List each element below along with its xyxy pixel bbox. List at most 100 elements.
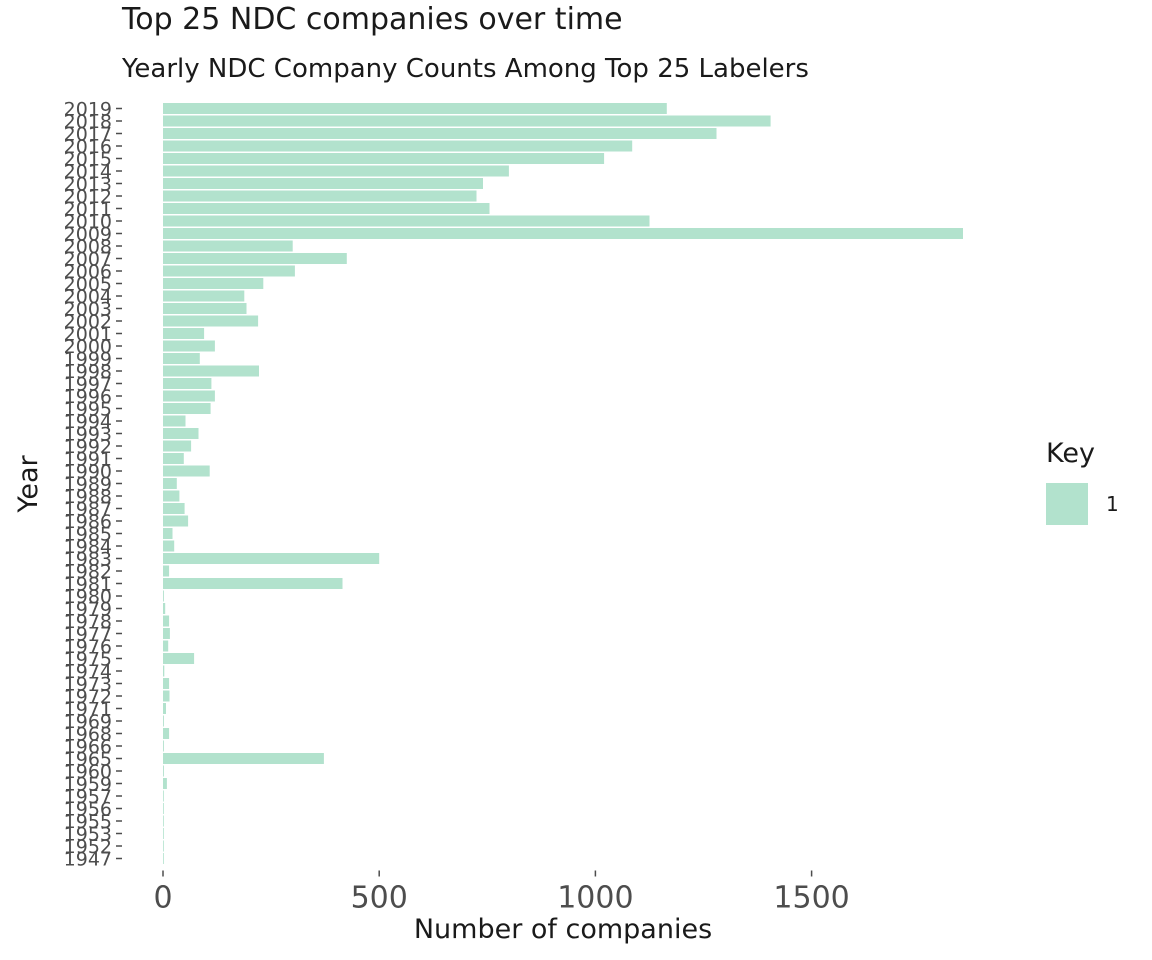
y-tick-label-2002: 2002 bbox=[64, 311, 112, 333]
chart-subtitle: Yearly NDC Company Counts Among Top 25 L… bbox=[122, 54, 809, 84]
y-tick-label-1998: 1998 bbox=[64, 361, 112, 383]
x-axis-title: Number of companies bbox=[414, 914, 712, 945]
y-tick-label-2007: 2007 bbox=[64, 249, 112, 271]
bar-2017 bbox=[163, 128, 717, 139]
y-tick-label-1960: 1960 bbox=[64, 761, 112, 783]
bar-1969 bbox=[163, 715, 164, 727]
y-tick-label-2013: 2013 bbox=[64, 174, 112, 196]
bar-2001 bbox=[163, 328, 205, 339]
y-tick-label-1971: 1971 bbox=[64, 699, 112, 721]
y-tick-label-1984: 1984 bbox=[64, 536, 112, 558]
bar-1988 bbox=[163, 490, 180, 502]
y-tick-label-1976: 1976 bbox=[64, 636, 112, 658]
bar-1977 bbox=[163, 628, 170, 639]
y-tick-label-1952: 1952 bbox=[64, 836, 112, 858]
y-tick-label-1992: 1992 bbox=[64, 436, 112, 458]
y-tick-label-1955: 1955 bbox=[64, 811, 112, 833]
y-tick-label-1997: 1997 bbox=[64, 374, 112, 396]
bar-1971 bbox=[163, 703, 166, 714]
y-tick-label-2011: 2011 bbox=[64, 199, 112, 221]
y-tick-label-1989: 1989 bbox=[64, 474, 112, 496]
y-tick-label-2017: 2017 bbox=[64, 124, 112, 146]
y-tick-label-1999: 1999 bbox=[64, 349, 112, 371]
x-axis-ticks: 0 500 1000 1500 bbox=[153, 870, 850, 916]
bar-1952 bbox=[163, 840, 164, 852]
bar-1968 bbox=[163, 728, 170, 739]
y-tick-label-1993: 1993 bbox=[64, 424, 112, 446]
y-tick-label-1981: 1981 bbox=[64, 574, 112, 596]
y-tick-label-1969: 1969 bbox=[64, 711, 112, 733]
bar-1996 bbox=[163, 390, 215, 402]
y-tick-label-1968: 1968 bbox=[64, 724, 112, 746]
y-tick-label-1985: 1985 bbox=[64, 524, 112, 546]
bar-2012 bbox=[163, 190, 477, 202]
x-tick-label-1500: 1500 bbox=[773, 881, 849, 916]
bar-1957 bbox=[163, 790, 164, 802]
bar-2010 bbox=[163, 215, 650, 227]
legend-title: Key bbox=[1046, 438, 1095, 469]
bar-1965 bbox=[163, 753, 324, 764]
y-tick-label-2000: 2000 bbox=[64, 336, 112, 358]
bar-2004 bbox=[163, 290, 245, 302]
bar-2009 bbox=[163, 228, 963, 239]
y-tick-label-1956: 1956 bbox=[64, 799, 112, 821]
bar-1959 bbox=[163, 778, 167, 789]
bar-1992 bbox=[163, 440, 192, 452]
y-tick-label-1974: 1974 bbox=[64, 661, 112, 683]
bar-1984 bbox=[163, 540, 175, 552]
y-tick-label-2010: 2010 bbox=[64, 211, 112, 233]
y-tick-label-1959: 1959 bbox=[64, 774, 112, 796]
y-tick-label-1972: 1972 bbox=[64, 686, 112, 708]
y-tick-label-2005: 2005 bbox=[64, 274, 112, 296]
bar-2007 bbox=[163, 253, 347, 264]
y-tick-label-1947: 1947 bbox=[64, 849, 112, 871]
y-tick-label-1988: 1988 bbox=[64, 486, 112, 508]
bar-1983 bbox=[163, 553, 380, 564]
bar-2011 bbox=[163, 203, 490, 214]
y-tick-label-2008: 2008 bbox=[64, 236, 112, 258]
y-tick-label-2015: 2015 bbox=[64, 149, 112, 171]
y-tick-label-2003: 2003 bbox=[64, 299, 112, 321]
bar-1976 bbox=[163, 640, 169, 652]
bar-2016 bbox=[163, 140, 633, 152]
bar-1955 bbox=[163, 815, 164, 827]
y-tick-label-1953: 1953 bbox=[64, 824, 112, 846]
x-tick-label-0: 0 bbox=[153, 881, 172, 916]
y-tick-label-1986: 1986 bbox=[64, 511, 112, 533]
bar-1982 bbox=[163, 565, 170, 577]
y-tick-label-1979: 1979 bbox=[64, 599, 112, 621]
bar-1978 bbox=[163, 615, 170, 627]
y-tick-label-1980: 1980 bbox=[64, 586, 112, 608]
bar-1974 bbox=[163, 665, 165, 677]
legend-label: 1 bbox=[1106, 492, 1119, 516]
y-tick-label-1965: 1965 bbox=[64, 749, 112, 771]
bar-1998 bbox=[163, 365, 259, 377]
bar-1989 bbox=[163, 478, 177, 489]
bar-1972 bbox=[163, 690, 170, 702]
bar-1947 bbox=[163, 853, 164, 864]
bar-2019 bbox=[163, 103, 667, 114]
y-tick-label-2014: 2014 bbox=[64, 161, 112, 183]
y-tick-label-2009: 2009 bbox=[64, 224, 112, 246]
y-tick-label-1957: 1957 bbox=[64, 786, 112, 808]
y-tick-label-1966: 1966 bbox=[64, 736, 112, 758]
bar-2003 bbox=[163, 303, 247, 314]
y-tick-label-1996: 1996 bbox=[64, 386, 112, 408]
y-tick-label-1982: 1982 bbox=[64, 561, 112, 583]
bar-2005 bbox=[163, 278, 264, 289]
y-tick-label-2006: 2006 bbox=[64, 261, 112, 283]
y-tick-label-2004: 2004 bbox=[64, 286, 112, 308]
y-tick-label-1973: 1973 bbox=[64, 674, 112, 696]
bar-2015 bbox=[163, 153, 605, 164]
y-tick-label-1975: 1975 bbox=[64, 649, 112, 671]
bar-1995 bbox=[163, 403, 211, 414]
bar-2008 bbox=[163, 240, 293, 252]
legend-entry: 1 bbox=[1046, 483, 1119, 525]
bar-2000 bbox=[163, 340, 215, 352]
bar-1985 bbox=[163, 528, 173, 539]
y-tick-label-1983: 1983 bbox=[64, 549, 112, 571]
bar-1997 bbox=[163, 378, 212, 389]
bar-1981 bbox=[163, 578, 343, 589]
bar-1953 bbox=[163, 828, 164, 839]
